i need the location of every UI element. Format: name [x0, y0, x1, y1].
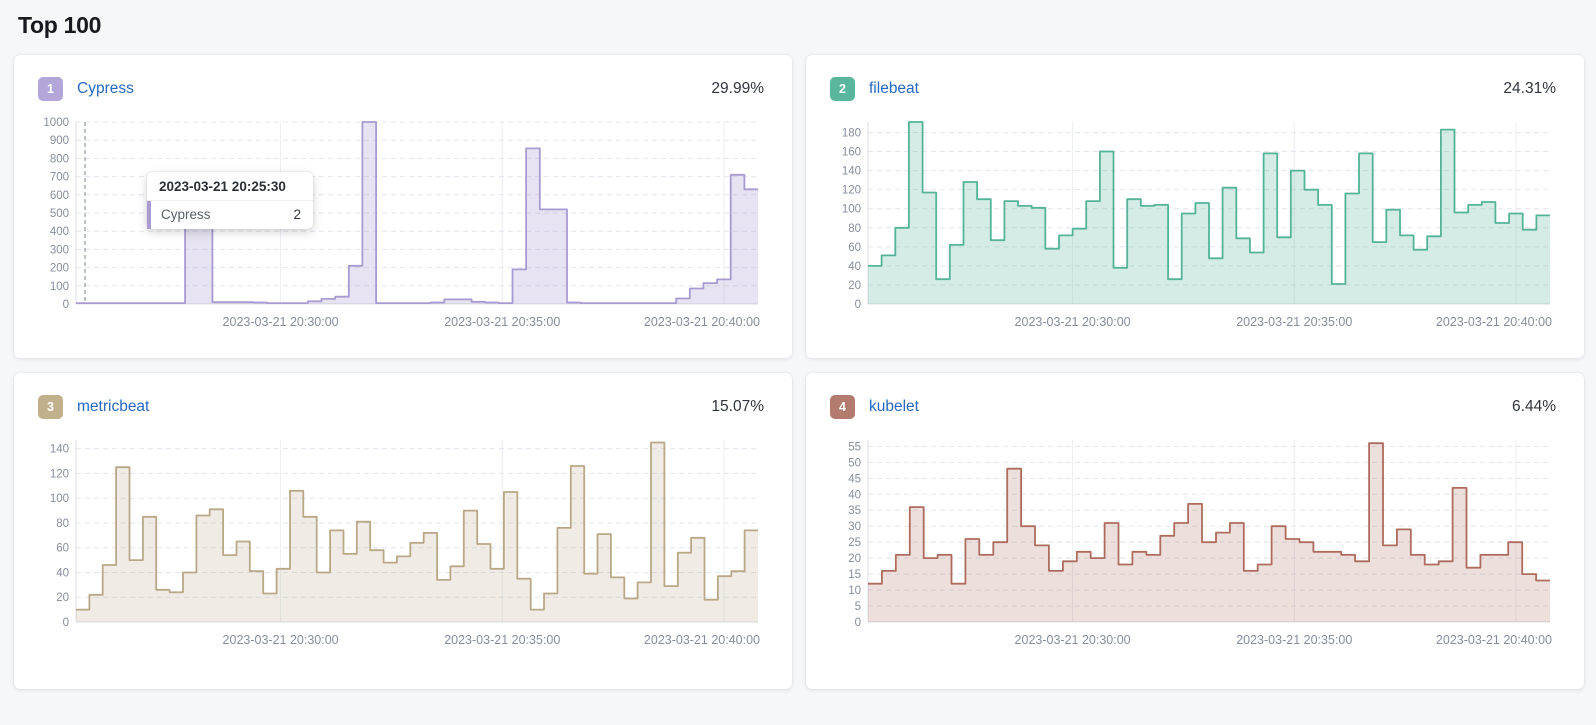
- svg-text:600: 600: [50, 190, 69, 202]
- svg-text:500: 500: [50, 208, 69, 220]
- panel-metricbeat: 3 metricbeat 15.07% 0 20 40 60 80 100 120 140 20…: [14, 373, 792, 689]
- rank-badge: 1: [38, 77, 63, 101]
- tooltip-series-marker: [147, 201, 151, 229]
- percent-value: 24.31%: [1503, 80, 1556, 97]
- percent-value: 29.99%: [711, 80, 764, 97]
- filebeat-chart[interactable]: 0 20 40 60 80 100 120 140 160 180 2023-03-21 20:30…: [830, 114, 1552, 338]
- svg-text:2023-03-21 20:35:00: 2023-03-21 20:35:00: [1236, 633, 1352, 647]
- chart-area: 0 20 40 60 80 100 120 140 160 180 2023-03-21 20:30…: [830, 114, 1556, 338]
- svg-text:0: 0: [63, 299, 69, 311]
- svg-text:0: 0: [855, 299, 861, 311]
- svg-text:2023-03-21 20:30:00: 2023-03-21 20:30:00: [223, 633, 339, 647]
- svg-text:100: 100: [50, 493, 69, 505]
- svg-text:2023-03-21 20:30:00: 2023-03-21 20:30:00: [1015, 633, 1131, 647]
- svg-text:2023-03-21 20:40:00: 2023-03-21 20:40:00: [1436, 315, 1552, 329]
- svg-text:0: 0: [855, 617, 861, 629]
- panel-filebeat: 2 filebeat 24.31% 0 20 40 60 80 100 120 140 160 1…: [806, 55, 1584, 358]
- svg-text:40: 40: [56, 567, 69, 579]
- chart-area: 0 20 40 60 80 100 120 140 2023-03-21 20:30:00 202…: [38, 432, 764, 656]
- chart-tooltip: 2023-03-21 20:25:30 Cypress 2: [147, 172, 313, 229]
- metricbeat-chart[interactable]: 0 20 40 60 80 100 120 140 2023-03-21 20:30:00 202…: [38, 432, 760, 656]
- panel-kubelet: 4 kubelet 6.44% 0 5 10 15 20 25 30 35 40 45 50 55 20…: [806, 373, 1584, 689]
- svg-text:140: 140: [842, 166, 861, 178]
- kubelet-chart[interactable]: 0 5 10 15 20 25 30 35 40 45 50 55 2023-03-21 20:30:0…: [830, 432, 1552, 656]
- svg-text:40: 40: [848, 261, 861, 273]
- svg-text:80: 80: [848, 223, 861, 235]
- svg-text:25: 25: [848, 537, 861, 549]
- svg-text:900: 900: [50, 135, 69, 147]
- svg-text:200: 200: [50, 263, 69, 275]
- percent-value: 15.07%: [711, 398, 764, 415]
- svg-text:2023-03-21 20:30:00: 2023-03-21 20:30:00: [1015, 315, 1131, 329]
- series-link-filebeat[interactable]: filebeat: [869, 80, 919, 97]
- rank-badge: 4: [830, 395, 855, 419]
- svg-text:120: 120: [842, 185, 861, 197]
- series-link-kubelet[interactable]: kubelet: [869, 398, 919, 415]
- tooltip-timestamp: 2023-03-21 20:25:30: [147, 172, 313, 201]
- chart-area: 0 5 10 15 20 25 30 35 40 45 50 55 2023-03-21 20:30:0…: [830, 432, 1556, 656]
- svg-text:160: 160: [842, 147, 861, 159]
- svg-text:10: 10: [848, 585, 861, 597]
- svg-text:2023-03-21 20:40:00: 2023-03-21 20:40:00: [644, 633, 760, 647]
- svg-text:2023-03-21 20:40:00: 2023-03-21 20:40:00: [644, 315, 760, 329]
- svg-text:2023-03-21 20:35:00: 2023-03-21 20:35:00: [444, 315, 560, 329]
- svg-text:20: 20: [848, 280, 861, 292]
- svg-text:20: 20: [848, 553, 861, 565]
- panel-filebeat-header: 2 filebeat 24.31%: [830, 77, 1556, 101]
- svg-text:60: 60: [56, 543, 69, 555]
- svg-text:800: 800: [50, 153, 69, 165]
- panel-cypress-header: 1 Cypress 29.99%: [38, 77, 764, 101]
- svg-text:1000: 1000: [43, 117, 69, 129]
- svg-text:100: 100: [50, 281, 69, 293]
- svg-text:5: 5: [855, 601, 861, 613]
- percent-value: 6.44%: [1512, 398, 1556, 415]
- svg-text:2023-03-21 20:40:00: 2023-03-21 20:40:00: [1436, 633, 1552, 647]
- svg-text:100: 100: [842, 204, 861, 216]
- panel-grid: 1 Cypress 29.99% 0 100 200 300 400 500 600 700 8…: [14, 55, 1596, 689]
- svg-text:300: 300: [50, 244, 69, 256]
- rank-badge: 2: [830, 77, 855, 101]
- series-link-metricbeat[interactable]: metricbeat: [77, 398, 150, 415]
- svg-text:15: 15: [848, 569, 861, 581]
- svg-text:60: 60: [848, 242, 861, 254]
- tooltip-series-name: Cypress: [161, 207, 211, 222]
- svg-text:50: 50: [848, 457, 861, 469]
- svg-text:30: 30: [848, 521, 861, 533]
- svg-text:40: 40: [848, 489, 861, 501]
- svg-text:400: 400: [50, 226, 69, 238]
- svg-text:2023-03-21 20:30:00: 2023-03-21 20:30:00: [223, 315, 339, 329]
- svg-text:700: 700: [50, 172, 69, 184]
- panel-kubelet-header: 4 kubelet 6.44%: [830, 395, 1556, 419]
- page-title: Top 100: [18, 12, 102, 38]
- svg-text:2023-03-21 20:35:00: 2023-03-21 20:35:00: [444, 633, 560, 647]
- rank-badge: 3: [38, 395, 63, 419]
- svg-text:45: 45: [848, 473, 861, 485]
- svg-text:80: 80: [56, 518, 69, 530]
- svg-text:35: 35: [848, 505, 861, 517]
- svg-text:55: 55: [848, 441, 861, 453]
- tooltip-row: Cypress 2: [147, 201, 313, 229]
- svg-text:0: 0: [63, 617, 69, 629]
- svg-text:120: 120: [50, 468, 69, 480]
- svg-text:180: 180: [842, 127, 861, 139]
- panel-cypress: 1 Cypress 29.99% 0 100 200 300 400 500 600 700 8…: [14, 55, 792, 358]
- svg-text:20: 20: [56, 592, 69, 604]
- series-link-cypress[interactable]: Cypress: [77, 80, 134, 97]
- svg-text:2023-03-21 20:35:00: 2023-03-21 20:35:00: [1236, 315, 1352, 329]
- tooltip-series-value: 2: [293, 207, 301, 222]
- svg-text:140: 140: [50, 444, 69, 456]
- panel-metricbeat-header: 3 metricbeat 15.07%: [38, 395, 764, 419]
